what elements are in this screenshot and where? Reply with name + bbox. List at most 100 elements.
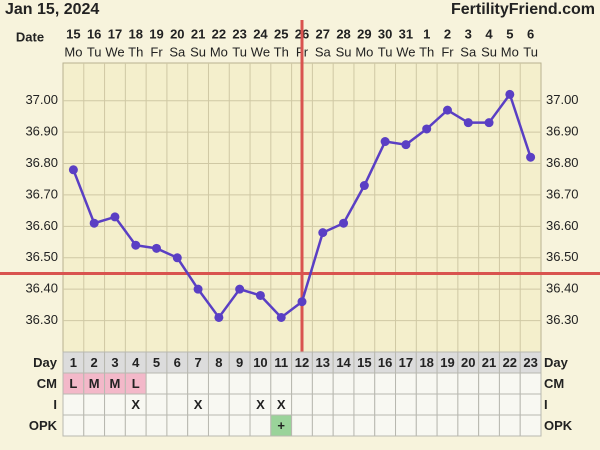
chart-date: Jan 15, 2024 [5,1,99,18]
table-cell [519,393,542,416]
cell-text: 19 [440,355,454,370]
x-tick-label: 18 [129,26,143,41]
weekday-label: We [105,44,124,59]
table-cell [332,414,355,437]
x-tick-label: 4 [485,26,493,41]
row-label: I [53,397,57,412]
y-tick-label: 36.60 [25,218,58,233]
table-cell [83,393,106,416]
table-cell [62,393,85,416]
x-tick-label: 23 [232,26,246,41]
y-tick-label-right: 37.00 [546,92,579,107]
cell-text: 14 [336,355,351,370]
table-cell [166,414,189,437]
table-cell [228,393,251,416]
weekday-label: Mo [64,44,82,59]
table-cell [332,372,355,395]
table-cell [519,414,542,437]
table-cell [395,372,417,395]
cell-text: 9 [236,355,243,370]
cell-text: 2 [91,355,98,370]
x-tick-label: 1 [423,26,430,41]
temperature-point [193,284,203,294]
weekday-label: Fr [441,44,454,59]
cell-text: 7 [194,355,201,370]
table-cell [498,372,521,395]
weekday-label: Mo [355,44,373,59]
temperature-point [484,118,494,128]
temperature-point [255,290,265,300]
table-cell [291,393,313,416]
cell-text: L [69,376,77,391]
weekday-label: Tu [87,44,102,59]
table-cell [104,393,126,416]
table-cell [395,393,417,416]
row-label: OPK [29,418,58,433]
cell-text: 4 [132,355,140,370]
weekday-label: Fr [150,44,163,59]
y-tick-label-right: 36.50 [546,249,579,264]
table-cell [519,372,542,395]
x-axis-label: Date [16,29,44,44]
table-cell [498,414,521,437]
weekday-label: Su [190,44,206,59]
temperature-point [235,284,245,294]
weekday-label: Th [274,44,289,59]
table-cell [166,393,189,416]
weekday-label: Su [336,44,352,59]
temperature-point [359,181,369,191]
site-name: FertilityFriend.com [451,1,595,18]
table-cell [498,393,521,416]
cell-text: M [110,376,121,391]
table-cell [332,393,355,416]
y-tick-label-right: 36.60 [546,218,579,233]
cell-text: 8 [215,355,222,370]
table-cell [353,393,376,416]
cell-text: X [256,397,265,412]
cell-text: M [89,376,100,391]
table-cell [207,393,230,416]
table-cell [395,414,417,437]
y-tick-label: 36.50 [25,249,58,264]
table-cell [311,414,334,437]
temperature-point [131,240,141,250]
cell-text: 15 [357,355,371,370]
temperature-point [110,212,120,222]
x-tick-label: 31 [399,26,413,41]
cell-text: 23 [523,355,537,370]
table-cell [436,393,459,416]
cell-text: 3 [111,355,118,370]
weekday-label: Sa [460,44,477,59]
x-tick-label: 21 [191,26,205,41]
table-cell [291,414,313,437]
weekday-label: Tu [232,44,247,59]
x-tick-label: 2 [444,26,451,41]
cell-text: 16 [378,355,392,370]
table-cell [249,372,272,395]
row-label-right: Day [544,355,569,370]
row-label-right: OPK [544,418,573,433]
table-cell [415,393,438,416]
table-cell [457,414,480,437]
table-cell [436,372,459,395]
table-cell [249,414,272,437]
temperature-point [380,137,390,147]
weekday-label: Th [128,44,143,59]
table-cell [207,372,230,395]
weekday-label: We [251,44,270,59]
y-tick-label: 36.30 [25,312,58,327]
cell-text: 21 [482,355,496,370]
temperature-point [422,124,432,134]
cell-text: 11 [274,355,288,370]
table-cell [187,372,209,395]
y-tick-label: 36.70 [25,186,58,201]
x-tick-label: 27 [316,26,330,41]
x-tick-label: 30 [378,26,392,41]
table-cell [374,393,397,416]
y-tick-label-right: 36.90 [546,124,579,139]
table-cell [104,414,126,437]
x-tick-label: 6 [527,26,534,41]
table-cell [415,414,438,437]
weekday-label: Sa [315,44,332,59]
temperature-point [401,140,411,150]
